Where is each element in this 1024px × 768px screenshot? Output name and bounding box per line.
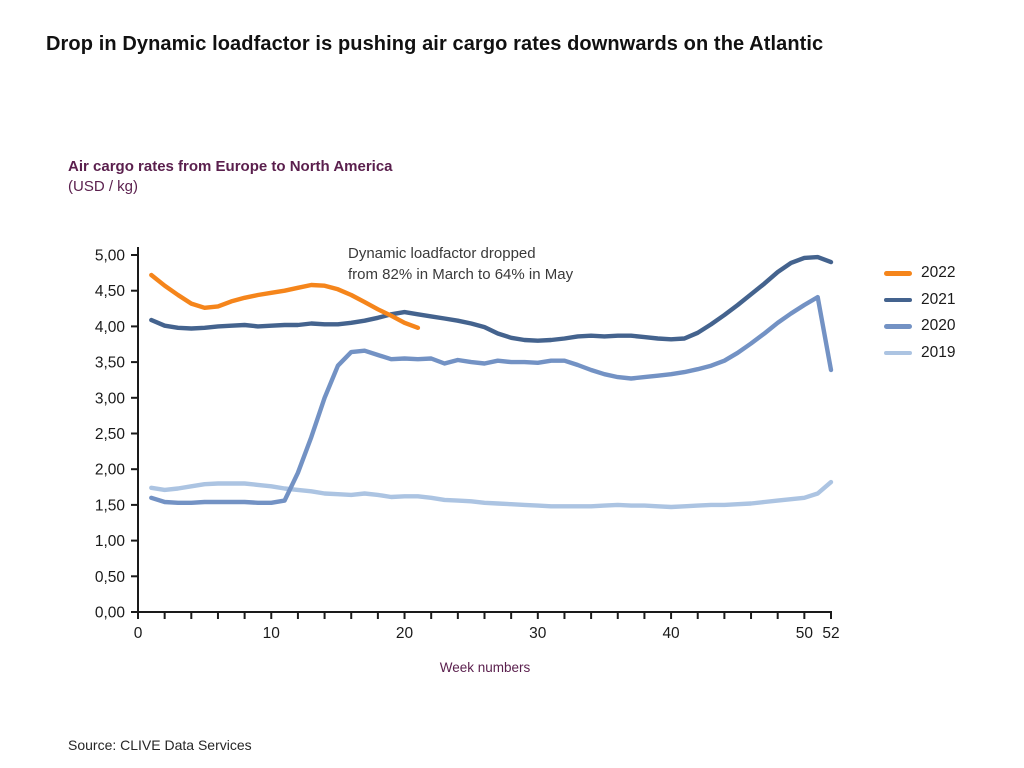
legend-swatch [884, 297, 912, 302]
y-tick-label: 1,50 [95, 497, 126, 514]
y-tick-label: 3,50 [95, 355, 126, 372]
y-tick-label: 4,50 [95, 283, 126, 300]
series-line-2019 [149, 479, 834, 510]
legend-label: 2022 [921, 264, 956, 282]
y-tick-label: 4,00 [95, 319, 126, 336]
x-tick-label: 10 [263, 625, 281, 642]
legend-label: 2019 [921, 343, 956, 361]
y-tick-label: 1,00 [95, 533, 126, 550]
chart-legend: 2022 2021 2020 2019 [884, 260, 955, 366]
x-tick-label: 0 [134, 625, 143, 642]
legend-label: 2021 [921, 290, 956, 308]
legend-label: 2020 [921, 317, 956, 335]
y-tick-label: 0,00 [95, 605, 126, 622]
page-title: Drop in Dynamic loadfactor is pushing ai… [46, 33, 824, 55]
y-tick-label: 2,00 [95, 462, 126, 479]
series-line-2021 [149, 254, 834, 343]
y-tick-label: 3,00 [95, 390, 126, 407]
annotation-line-2: from 82% in March to 64% in May [348, 266, 574, 283]
legend-swatch [884, 271, 912, 276]
x-tick-label: 20 [396, 625, 414, 642]
x-tick-label: 30 [529, 625, 547, 642]
y-tick-label: 2,50 [95, 426, 126, 443]
x-axis-title: Week numbers [439, 660, 531, 675]
x-tick-label: 52 [822, 625, 839, 642]
legend-item-2019: 2019 [884, 340, 955, 367]
chart-unit-label: (USD / kg) [68, 178, 139, 195]
legend-item-2021: 2021 [884, 287, 955, 314]
series-line-2022 [149, 272, 421, 330]
x-tick-label: 40 [662, 625, 680, 642]
legend-swatch [884, 350, 912, 355]
source-note: Source: CLIVE Data Services [68, 737, 252, 753]
y-tick-label: 0,50 [95, 569, 126, 586]
x-tick-label: 50 [796, 625, 814, 642]
legend-item-2020: 2020 [884, 313, 955, 340]
y-tick-label: 5,00 [95, 248, 126, 265]
chart-annotation: Dynamic loadfactor dropped from 82% in M… [348, 243, 573, 285]
legend-item-2022: 2022 [884, 260, 955, 287]
series-line-2020 [149, 294, 834, 505]
annotation-line-1: Dynamic loadfactor dropped [348, 245, 536, 262]
legend-swatch [884, 324, 912, 329]
chart-subtitle: Air cargo rates from Europe to North Ame… [68, 158, 393, 175]
